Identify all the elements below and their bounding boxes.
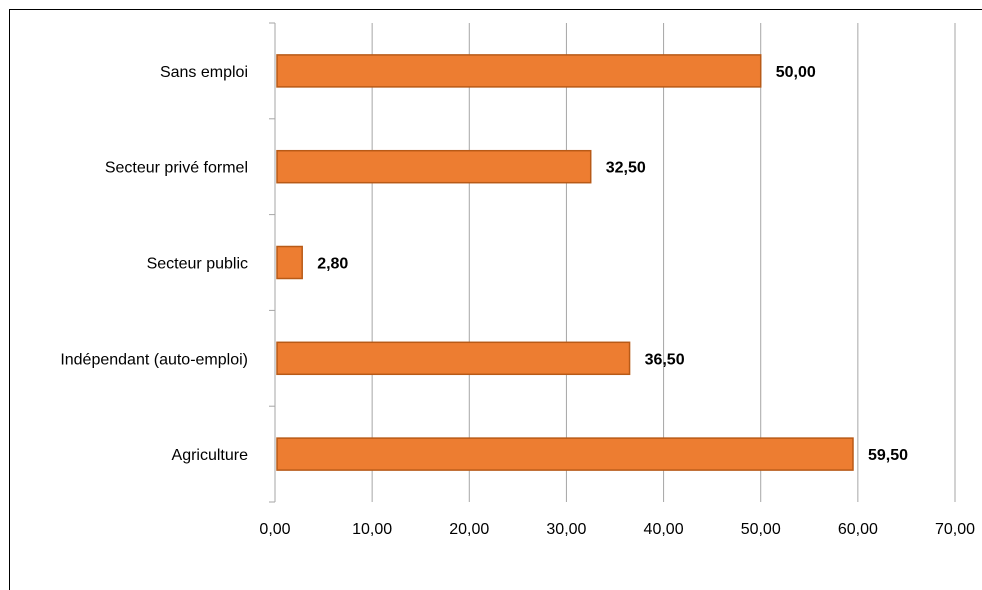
data-label: 36,50 <box>645 351 685 368</box>
data-label: 59,50 <box>868 447 908 464</box>
category-axis <box>269 22 276 503</box>
chart-frame <box>9 9 982 590</box>
category-label: Secteur public <box>147 256 248 273</box>
gridlines <box>371 23 956 502</box>
bar <box>276 245 303 280</box>
x-tick-label: 40,00 <box>644 521 684 538</box>
x-tick-label: 30,00 <box>546 521 586 538</box>
data-label: 50,00 <box>776 64 816 81</box>
x-tick-label: 20,00 <box>449 521 489 538</box>
x-tick-label: 70,00 <box>935 521 975 538</box>
category-label: Indépendant (auto-emploi) <box>60 351 248 368</box>
data-label: 2,80 <box>317 256 348 273</box>
category-label: Agriculture <box>172 447 249 464</box>
category-label: Sans emploi <box>160 64 248 81</box>
labels: 0,00 10,00 20,00 30,00 40,00 50,00 60,00 70,00 S… <box>60 64 975 538</box>
bars <box>276 54 854 471</box>
data-label: 32,50 <box>606 160 646 177</box>
bar <box>276 149 592 184</box>
bar <box>276 54 762 88</box>
x-tick-label: 50,00 <box>741 521 781 538</box>
bar <box>276 341 631 376</box>
category-label: Secteur privé formel <box>105 160 248 177</box>
x-tick-label: 10,00 <box>352 521 392 538</box>
x-tick-label: 0,00 <box>259 521 290 538</box>
bar <box>276 437 854 471</box>
x-tick-label: 60,00 <box>838 521 878 538</box>
